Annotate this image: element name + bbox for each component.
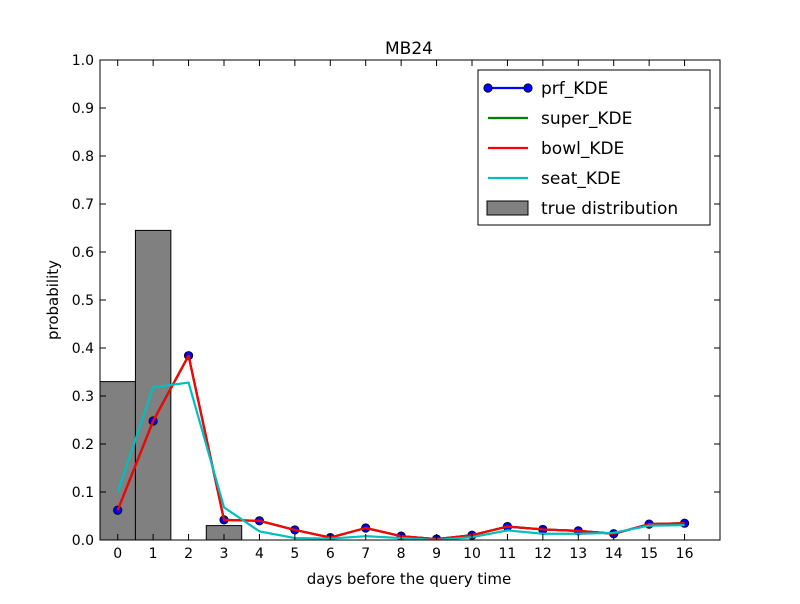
y-tick-label: 0.9 [72, 101, 94, 117]
x-tick-label: 3 [220, 546, 229, 562]
x-axis-label: days before the query time [307, 570, 512, 588]
y-tick-label: 0.5 [72, 293, 94, 309]
x-tick-label: 6 [326, 546, 335, 562]
x-tick-label: 10 [463, 546, 481, 562]
legend-label: true distribution [541, 199, 678, 219]
y-tick-label: 0.8 [72, 149, 94, 165]
legend-marker-prf_KDE [483, 83, 493, 93]
legend-label: seat_KDE [541, 169, 621, 189]
x-tick-label: 14 [605, 546, 623, 562]
y-tick-label: 0.3 [72, 389, 94, 405]
y-tick-label: 0.0 [72, 533, 94, 549]
x-tick-label: 13 [569, 546, 587, 562]
x-tick-label: 0 [113, 546, 122, 562]
x-tick-label: 1 [149, 546, 158, 562]
x-tick-label: 4 [255, 546, 264, 562]
axes: 0 1 2 3 4 5 6 7 8 9 10 11 12 13 14 15 160.00.10.20.30.40… [72, 53, 721, 562]
y-tick-label: 0.7 [72, 197, 94, 213]
y-tick-label: 0.6 [72, 245, 94, 261]
y-tick-label: 1.0 [72, 53, 94, 69]
y-tick-label: 0.1 [72, 485, 94, 501]
x-tick-label: 12 [534, 546, 552, 562]
x-tick-label: 8 [397, 546, 406, 562]
x-tick-label: 2 [184, 546, 193, 562]
x-tick-label: 5 [290, 546, 299, 562]
legend-label: super_KDE [541, 109, 632, 129]
x-tick-label: 16 [676, 546, 694, 562]
y-tick-label: 0.4 [72, 341, 94, 357]
x-tick-label: 7 [361, 546, 370, 562]
legend-label: prf_KDE [541, 79, 608, 99]
y-tick-label: 0.2 [72, 437, 94, 453]
plot-area [100, 229, 690, 540]
chart-title: MB24 [385, 39, 433, 59]
plot-inner [100, 229, 690, 540]
y-axis-label: probability [44, 260, 62, 340]
x-tick-label: 9 [432, 546, 441, 562]
histogram-bar [100, 381, 136, 540]
x-tick-label: 15 [640, 546, 658, 562]
legend-marker-prf_KDE [523, 83, 533, 93]
x-tick-label: 11 [499, 546, 517, 562]
legend-swatch-true-distribution [486, 200, 529, 216]
legend-label: bowl_KDE [541, 139, 624, 159]
